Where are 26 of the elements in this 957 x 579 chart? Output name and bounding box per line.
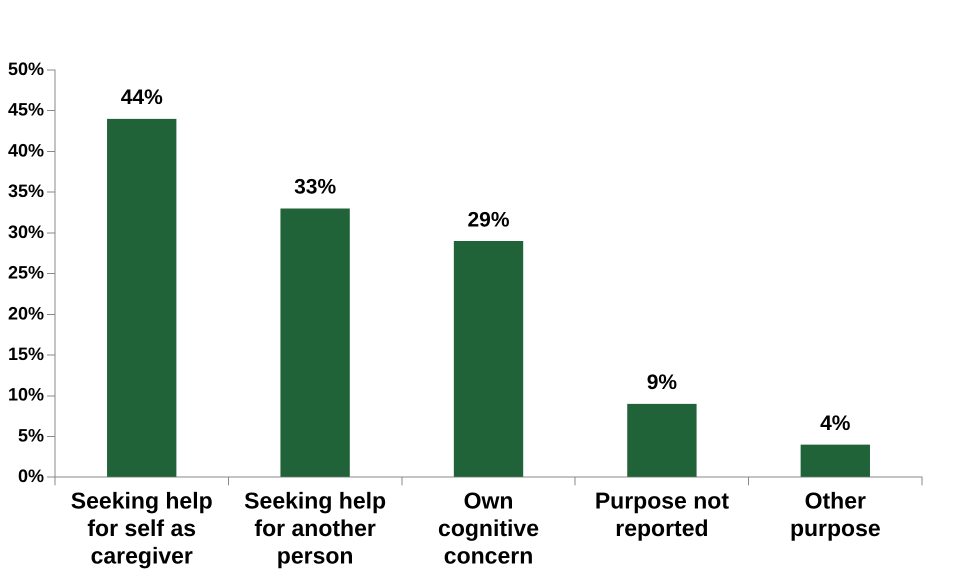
y-tick-label: 20%: [8, 303, 44, 324]
data-label: 9%: [646, 371, 678, 394]
y-tick-label: 50%: [8, 58, 44, 79]
data-label: 33%: [294, 176, 336, 199]
y-tick-label: 5%: [18, 425, 44, 446]
bar: [280, 208, 350, 477]
data-label: 44%: [120, 86, 164, 110]
y-tick-label: 25%: [8, 262, 44, 283]
data-label: 29%: [468, 208, 510, 232]
bar: [107, 118, 176, 477]
y-tick-label: 35%: [8, 181, 44, 202]
x-tick-label: Purpose not reported: [594, 487, 730, 541]
x-tick-label: Seeking help for another person: [244, 487, 386, 569]
y-tick-label: 0%: [18, 466, 44, 486]
bar: [800, 444, 870, 477]
y-tick-label: 15%: [8, 344, 44, 364]
bar: [627, 404, 697, 477]
bar: [454, 241, 524, 477]
y-tick-label: 45%: [8, 100, 44, 120]
x-tick-label: Other purpose: [790, 487, 881, 541]
y-tick-label: 40%: [8, 140, 44, 160]
data-label: 4%: [820, 412, 851, 435]
y-tick-label: 10%: [8, 384, 44, 405]
x-tick-label: Own cognitive concern: [438, 487, 539, 569]
x-tick-label: Seeking help for self as caregiver: [70, 487, 213, 569]
y-tick-label: 30%: [8, 222, 44, 242]
